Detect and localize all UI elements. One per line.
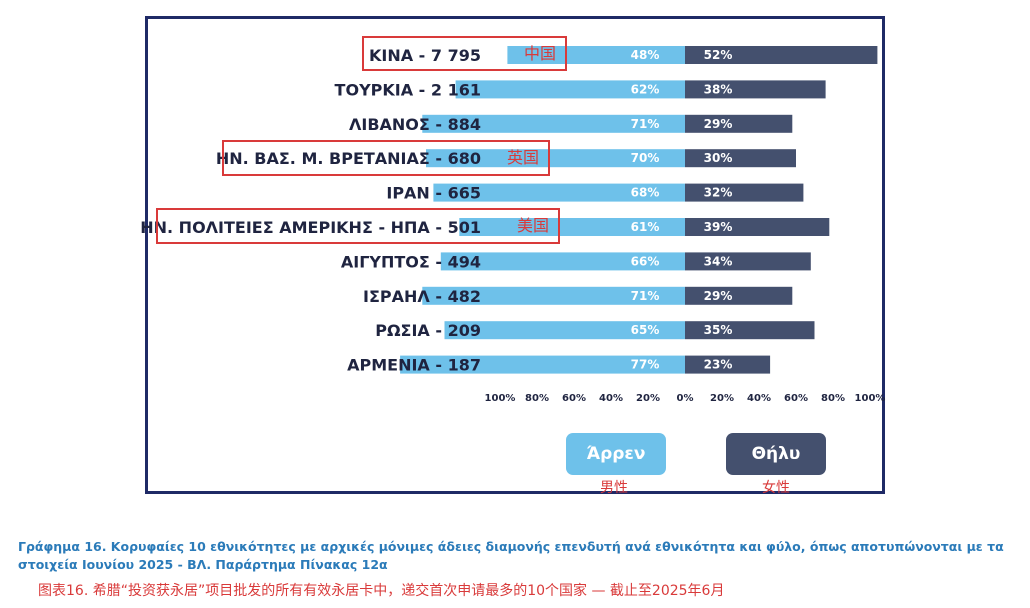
pct-label-female-2: 29%	[704, 117, 733, 131]
caption-greek: Γράφημα 16. Κορυφαίες 10 εθνικότητες με …	[18, 539, 1004, 572]
caption-chinese: 图表16. 希腊“投资获永居”项目批发的所有有效永居卡中，递交首次申请最多的10…	[38, 583, 725, 599]
bar-female-5	[685, 218, 830, 236]
pct-label-female-5: 39%	[704, 220, 733, 234]
pct-label-female-1: 38%	[704, 82, 733, 96]
legend-male-button[interactable]: Άρρεν	[566, 433, 666, 475]
pct-label-male-4: 68%	[631, 186, 660, 200]
bar-female-3	[685, 149, 796, 168]
bar-female-8	[685, 321, 815, 340]
category-label-5: ΗΝ. ΠΟΛΙΤΕΙΕΣ ΑΜΕΡΙΚΗΣ - ΗΠΑ - 501	[140, 218, 481, 237]
bar-female-9	[685, 355, 771, 374]
category-label-1: ΤΟΥΡΚΙΑ - 2 161	[335, 80, 481, 99]
pct-label-male-9: 77%	[631, 358, 660, 372]
pct-label-male-5: 61%	[631, 220, 660, 234]
category-label-0: ΚΙΝΑ - 7 795	[369, 46, 481, 65]
bar-male-7	[422, 286, 685, 305]
pct-label-male-6: 66%	[631, 254, 660, 268]
pct-label-female-4: 32%	[704, 186, 733, 200]
bar-male-8	[444, 321, 685, 340]
annotation-box-1	[222, 140, 550, 176]
pct-label-female-6: 34%	[704, 254, 733, 268]
category-label-7: ΙΣΡΑΗΛ - 482	[363, 287, 481, 306]
legend-male-cn: 男性	[600, 480, 628, 496]
legend-female-button[interactable]: Θήλυ	[726, 433, 826, 475]
pct-label-male-8: 65%	[631, 323, 660, 337]
pct-label-male-1: 62%	[631, 82, 660, 96]
x-tick-label-6: 20%	[710, 393, 734, 404]
category-label-8: ΡΩΣΙΑ - 209	[375, 321, 481, 340]
pct-label-male-3: 70%	[631, 151, 660, 165]
bar-male-5	[459, 218, 685, 236]
annotation-box-0	[362, 36, 567, 71]
x-tick-label-1: 80%	[525, 393, 549, 404]
bar-female-1	[685, 80, 826, 99]
x-tick-label-4: 20%	[636, 393, 660, 404]
annotation-text-0: 中国	[524, 44, 556, 63]
annotation-text-1: 英国	[507, 148, 539, 167]
pct-label-female-3: 30%	[704, 151, 733, 165]
x-tick-label-0: 100%	[485, 393, 516, 404]
bar-male-1	[455, 80, 685, 99]
bar-male-2	[422, 114, 685, 133]
category-label-4: ΙΡΑΝ - 665	[386, 184, 481, 203]
bar-female-6	[685, 252, 811, 271]
bar-male-3	[426, 149, 685, 168]
bar-male-0	[507, 46, 685, 64]
x-tick-label-10: 100%	[855, 393, 886, 404]
pct-label-male-2: 71%	[631, 117, 660, 131]
pct-label-male-0: 48%	[631, 48, 660, 62]
x-tick-label-3: 40%	[599, 393, 623, 404]
category-label-3: ΗΝ. ΒΑΣ. Μ. ΒΡΕΤΑΝΙΑΣ - 680	[216, 149, 481, 168]
x-tick-label-2: 60%	[562, 393, 586, 404]
pct-label-male-7: 71%	[631, 289, 660, 303]
bar-female-7	[685, 286, 793, 305]
bar-male-9	[400, 355, 685, 374]
x-tick-label-5: 0%	[677, 393, 694, 404]
category-label-9: ΑΡΜΕΝΙΑ - 187	[347, 356, 481, 375]
category-label-2: ΛΙΒΑΝΟΣ - 884	[349, 115, 481, 134]
x-tick-label-8: 60%	[784, 393, 808, 404]
pct-label-female-7: 29%	[704, 289, 733, 303]
bar-chart: 48% 52% ΚΙΝΑ - 7 795 62% 38% ΤΟΥΡΚΙΑ - 2 161 7…	[140, 36, 886, 404]
bar-male-4	[433, 183, 685, 202]
pct-label-female-9: 23%	[704, 358, 733, 372]
pct-label-female-0: 52%	[704, 48, 733, 62]
x-tick-label-9: 80%	[821, 393, 845, 404]
pct-label-female-8: 35%	[704, 323, 733, 337]
bar-female-0	[685, 46, 878, 64]
category-label-6: ΑΙΓΥΠΤΟΣ - 494	[341, 252, 481, 271]
annotation-box-2	[156, 208, 560, 244]
bar-male-6	[440, 252, 685, 271]
bar-female-4	[685, 183, 804, 202]
bar-female-2	[685, 114, 793, 133]
x-tick-label-7: 40%	[747, 393, 771, 404]
legend-female-cn: 女性	[762, 480, 790, 496]
annotation-text-2: 美国	[517, 216, 549, 235]
